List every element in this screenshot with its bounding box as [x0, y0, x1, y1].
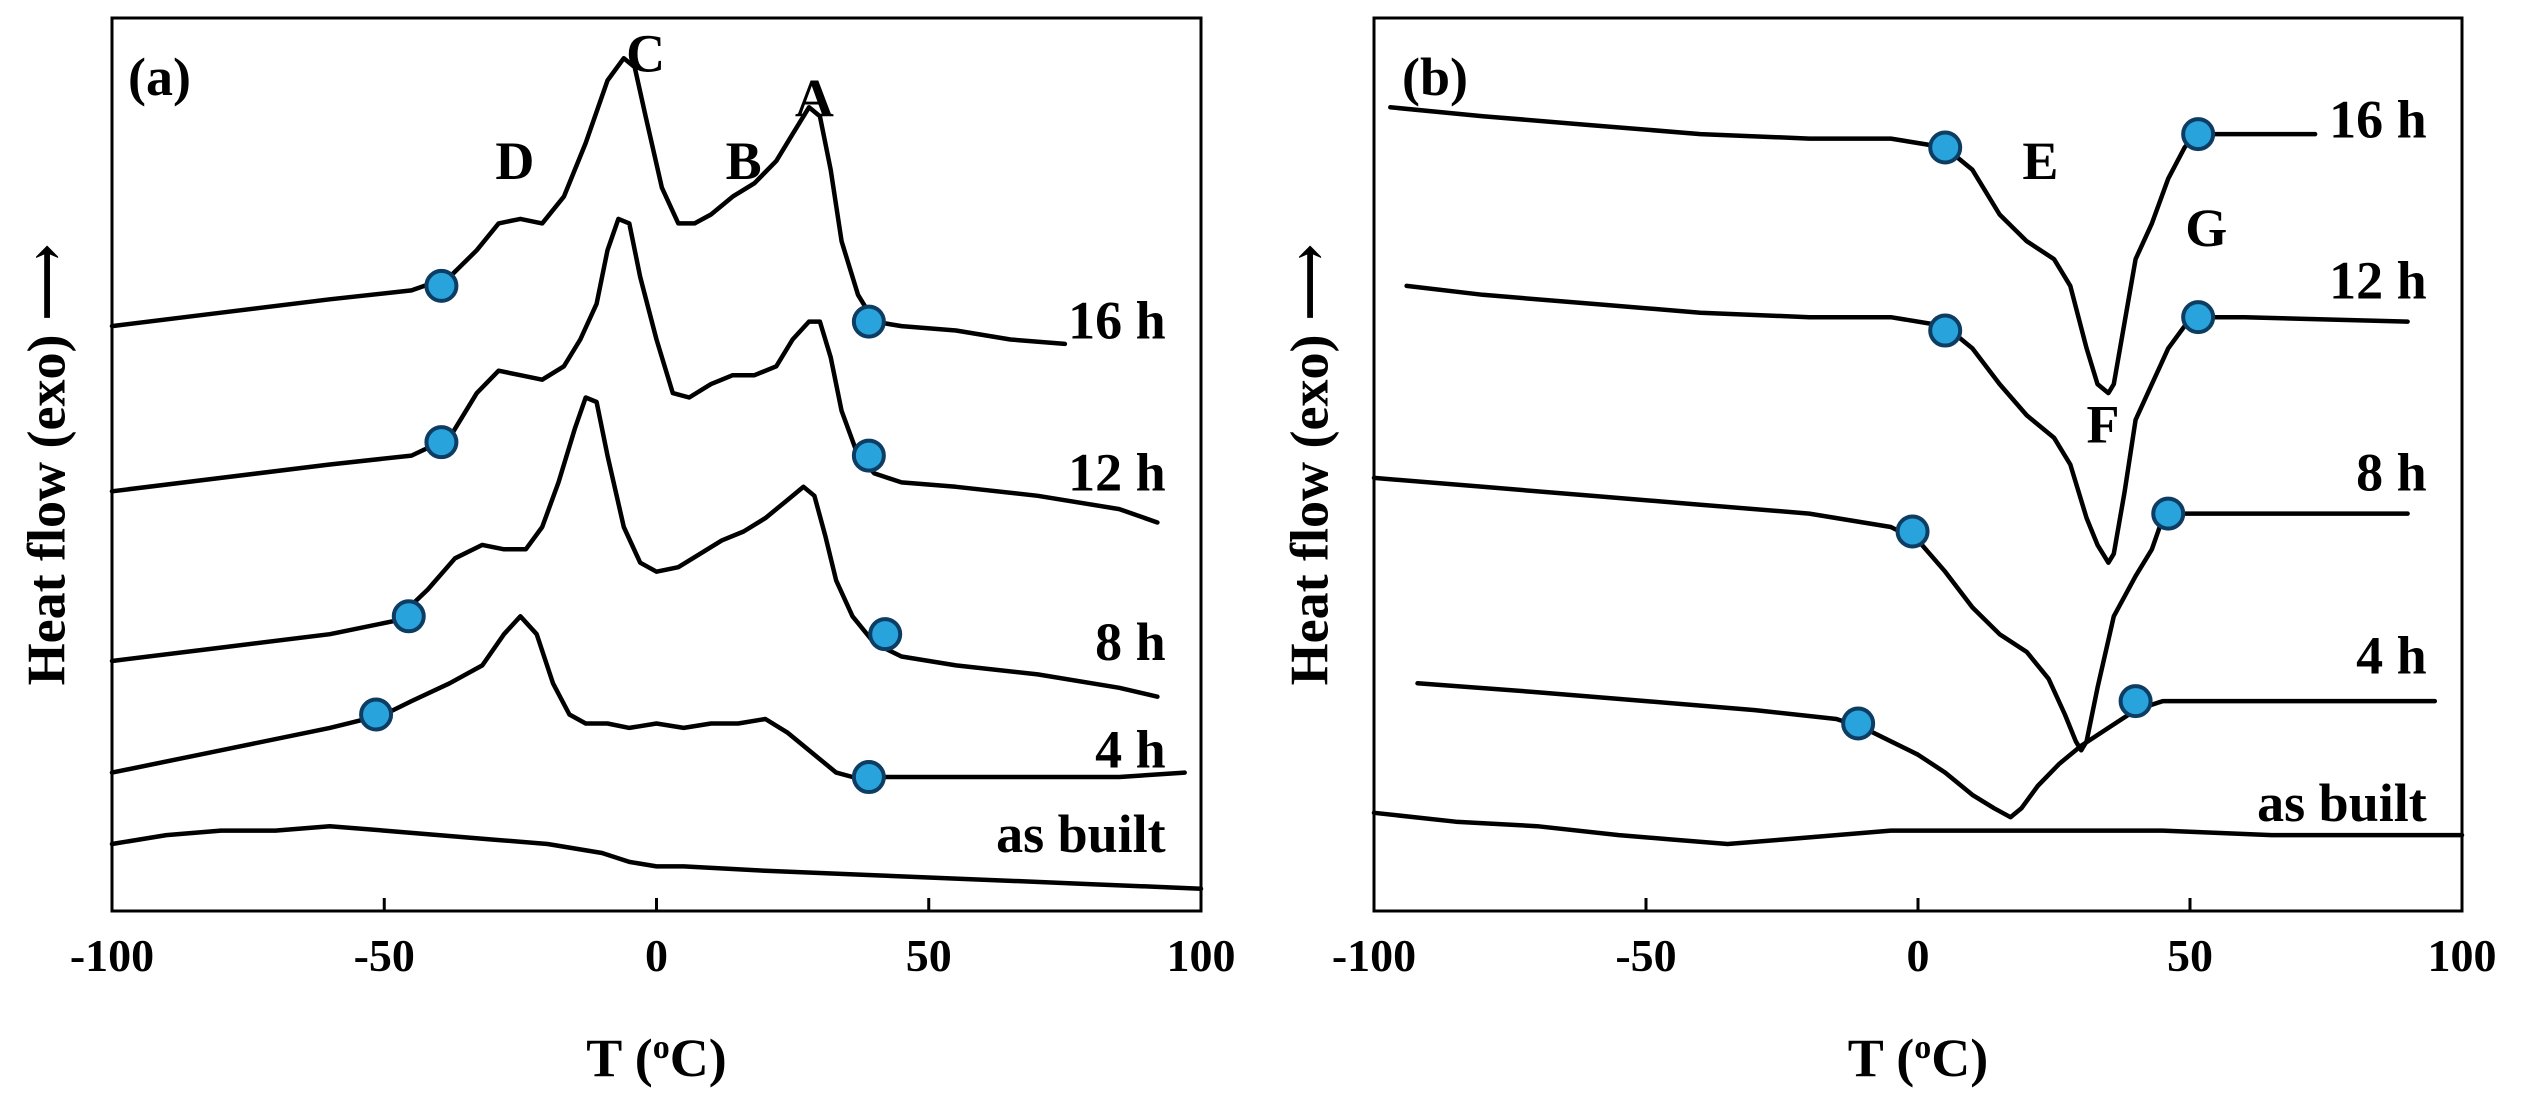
peak-label: E	[2022, 131, 2058, 191]
peak-label: G	[2185, 198, 2227, 258]
series-label: 4 h	[1095, 719, 1166, 779]
transition-marker	[851, 304, 886, 339]
y-axis-label: Heat flow (exo) ⟶	[16, 244, 76, 686]
transition-marker	[1928, 130, 1963, 165]
peak-label: A	[795, 68, 834, 128]
x-axis-label-main: T (	[586, 1028, 653, 1088]
x-tick-label: 100	[2428, 930, 2497, 981]
x-tick-label: 50	[2167, 930, 2213, 981]
x-axis-label: T (oC)	[1848, 1028, 1989, 1088]
series-line-8-h	[1371, 475, 2410, 753]
x-tick-label: -50	[354, 930, 415, 981]
transition-marker	[2181, 117, 2216, 152]
x-tick-label: 100	[1167, 930, 1236, 981]
peak-label: C	[626, 24, 665, 84]
series-line-8-h	[109, 395, 1160, 699]
transition-marker	[424, 268, 459, 303]
peak-label: B	[726, 131, 762, 191]
transition-marker	[2181, 300, 2216, 335]
transition-marker	[2151, 496, 2186, 531]
x-axis-label: T (oC)	[586, 1028, 727, 1088]
panel-label: (a)	[128, 47, 191, 107]
x-tick-label: 0	[1907, 930, 1930, 981]
x-axis-label-main: T (	[1848, 1028, 1915, 1088]
y-axis-label: Heat flow (exo) ⟶	[1279, 244, 1339, 686]
series-label: 16 h	[2329, 90, 2427, 150]
x-tick-label: -100	[70, 930, 154, 981]
panel-label: (b)	[1402, 47, 1468, 107]
transition-marker	[1895, 514, 1930, 549]
x-axis-label-superscript: o	[653, 1029, 670, 1066]
x-axis-label-superscript: o	[1914, 1029, 1931, 1066]
transition-marker	[1928, 313, 1963, 348]
transition-marker	[391, 599, 426, 634]
transition-marker	[359, 697, 394, 732]
series-label: 12 h	[1068, 442, 1166, 502]
series-label: as built	[996, 804, 1166, 864]
series-label: 8 h	[1095, 612, 1166, 672]
transition-marker	[851, 760, 886, 795]
transition-marker	[868, 617, 903, 652]
x-tick-label: 0	[645, 930, 668, 981]
series-label: as built	[2257, 773, 2427, 833]
transition-marker	[851, 438, 886, 473]
series-line-16-h	[109, 55, 1068, 347]
peak-label: F	[2086, 394, 2119, 454]
series-line-as-built	[1371, 810, 2465, 847]
series-line-12-h	[109, 216, 1160, 525]
x-axis-label-unit: C)	[670, 1028, 727, 1088]
x-tick-label: 50	[906, 930, 952, 981]
series-label: 16 h	[1068, 291, 1166, 351]
series-line-16-h	[1388, 105, 2318, 396]
transition-marker	[2118, 684, 2153, 719]
transition-marker	[1841, 706, 1876, 741]
peak-label: D	[495, 131, 534, 191]
series-label: 8 h	[2356, 442, 2427, 502]
x-tick-label: -100	[1332, 930, 1416, 981]
x-axis-label-unit: C)	[1931, 1028, 1988, 1088]
series-line-as-built	[109, 823, 1204, 891]
panel-a: -100 -50 0 50 100 T (oC) Heat flow (exo) ⟶ (a) 1…	[16, 16, 1236, 1088]
series-label: 4 h	[2356, 625, 2427, 685]
transition-marker	[424, 425, 459, 460]
x-tick-label: -50	[1615, 930, 1676, 981]
series-label: 12 h	[2329, 250, 2427, 310]
panel-b: -100 -50 0 50 100 T (oC) Heat flow (exo) ⟶ (b) 1…	[1279, 16, 2497, 1088]
